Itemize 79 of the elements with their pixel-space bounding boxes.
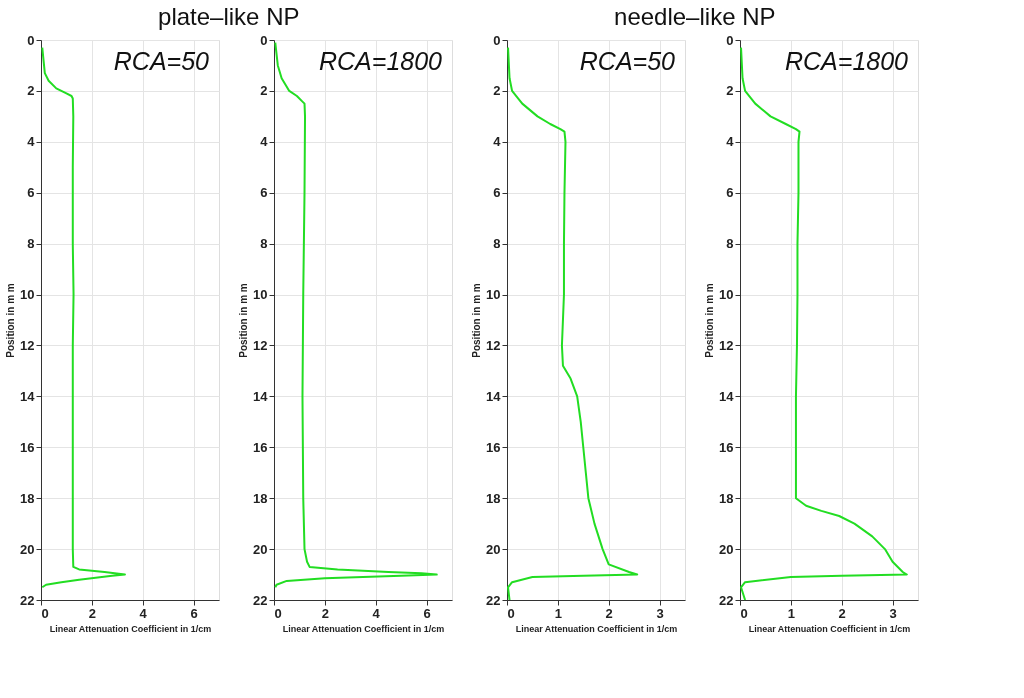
x-tick-label: 0 [740, 605, 748, 621]
y-tick-label: 2 [726, 83, 734, 99]
x-tick-label: 4 [139, 605, 148, 621]
y-tick-label: 22 [719, 592, 734, 608]
y-tick-label: 16 [486, 439, 501, 455]
y-tick-label: 20 [253, 541, 268, 557]
x-tick-label: 0 [274, 605, 282, 621]
y-tick-label: 10 [486, 287, 501, 303]
x-tick-label: 2 [88, 605, 96, 621]
y-tick-label: 14 [20, 388, 36, 404]
x-axis-title: Linear Attenuation Coefficient in 1/cm [49, 623, 212, 634]
y-tick-label: 22 [20, 592, 35, 608]
y-tick-label: 14 [486, 388, 502, 404]
x-axis-title: Linear Attenuation Coefficient in 1/cm [748, 623, 911, 634]
y-tick-label: 8 [493, 236, 501, 252]
y-tick-label: 4 [27, 134, 36, 150]
x-axis-title: Linear Attenuation Coefficient in 1/cm [515, 623, 678, 634]
y-axis-title: Position in m m [5, 283, 17, 358]
y-tick-label: 4 [726, 134, 735, 150]
y-tick-label: 2 [27, 83, 35, 99]
y-tick-label: 18 [486, 490, 501, 506]
x-tick-label: 6 [423, 605, 431, 621]
y-tick-label: 10 [253, 287, 268, 303]
y-tick-label: 20 [719, 541, 734, 557]
y-tick-label: 12 [20, 337, 35, 353]
y-tick-label: 0 [726, 32, 734, 48]
y-tick-label: 2 [260, 83, 268, 99]
x-tick-label: 0 [41, 605, 49, 621]
y-tick-label: 10 [719, 287, 734, 303]
y-axis-title: Position in m m [704, 283, 716, 358]
y-tick-label: 4 [260, 134, 269, 150]
y-tick-label: 22 [253, 592, 268, 608]
y-tick-label: 16 [253, 439, 268, 455]
y-axis-title: Position in m m [238, 283, 250, 358]
y-tick-label: 14 [719, 388, 735, 404]
x-tick-label: 6 [190, 605, 198, 621]
y-tick-label: 0 [27, 32, 35, 48]
x-tick-label: 1 [554, 605, 562, 621]
y-tick-label: 12 [486, 337, 501, 353]
y-tick-label: 14 [253, 388, 269, 404]
y-tick-label: 0 [260, 32, 268, 48]
y-tick-label: 2 [493, 83, 501, 99]
y-tick-label: 10 [20, 287, 35, 303]
y-tick-label: 6 [27, 185, 35, 201]
x-tick-label: 2 [321, 605, 329, 621]
x-tick-label: 2 [605, 605, 613, 621]
y-tick-label: 20 [486, 541, 501, 557]
line-series [740, 46, 908, 601]
x-axis-title: Linear Attenuation Coefficient in 1/cm [282, 623, 445, 634]
y-tick-label: 8 [260, 236, 268, 252]
y-tick-label: 4 [493, 134, 502, 150]
y-tick-label: 20 [20, 541, 35, 557]
y-tick-label: 18 [253, 490, 268, 506]
y-axis-title: Position in m m [471, 283, 483, 358]
annotation: RCA=1800 [319, 47, 443, 75]
y-tick-label: 8 [27, 236, 35, 252]
x-tick-label: 1 [787, 605, 795, 621]
y-tick-label: 6 [260, 185, 268, 201]
y-tick-label: 8 [726, 236, 734, 252]
y-tick-label: 18 [20, 490, 35, 506]
x-tick-label: 4 [372, 605, 381, 621]
x-tick-label: 2 [838, 605, 846, 621]
annotation: RCA=50 [579, 47, 676, 75]
y-tick-label: 16 [719, 439, 734, 455]
chart-title: plate–like NP [158, 2, 300, 30]
y-tick-label: 22 [486, 592, 501, 608]
annotation: RCA=1800 [785, 47, 909, 75]
y-tick-label: 12 [253, 337, 268, 353]
x-tick-label: 0 [507, 605, 515, 621]
y-tick-label: 6 [493, 185, 501, 201]
y-tick-label: 16 [20, 439, 35, 455]
y-tick-label: 6 [726, 185, 734, 201]
y-tick-label: 12 [719, 337, 734, 353]
chart-title: needle–like NP [614, 2, 776, 30]
y-tick-label: 0 [493, 32, 501, 48]
annotation: RCA=50 [113, 47, 210, 75]
x-tick-label: 3 [656, 605, 664, 621]
x-tick-label: 3 [889, 605, 897, 621]
y-tick-label: 18 [719, 490, 734, 506]
